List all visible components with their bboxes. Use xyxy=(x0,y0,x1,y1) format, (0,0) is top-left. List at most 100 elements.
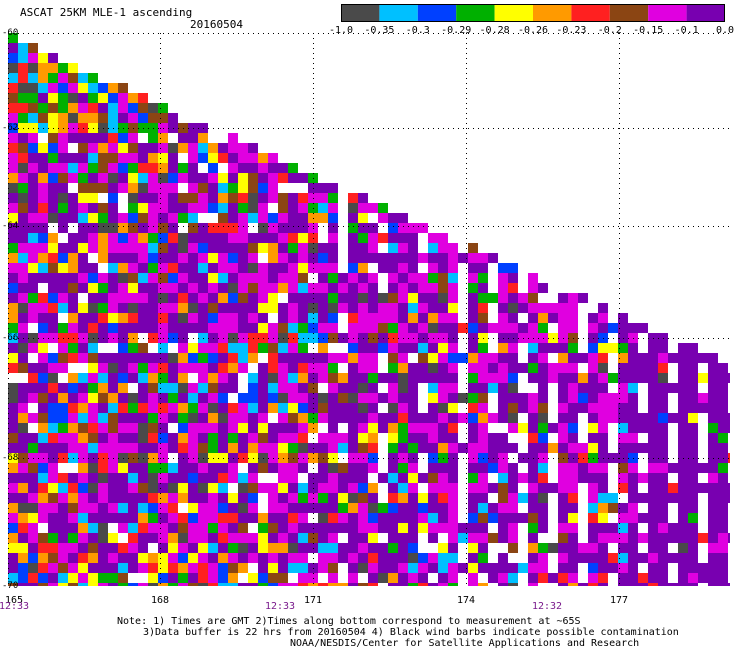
swath-cell xyxy=(168,473,178,483)
swath-cell xyxy=(198,473,208,483)
swath-cell xyxy=(198,493,208,503)
swath-cell xyxy=(458,473,468,483)
swath-cell xyxy=(408,253,418,263)
swath-cell xyxy=(348,463,358,473)
swath-cell xyxy=(598,493,608,503)
swath-cell xyxy=(688,543,698,553)
swath-cell xyxy=(268,293,278,303)
swath-cell xyxy=(348,243,358,253)
swath-cell xyxy=(48,403,58,413)
swath-cell xyxy=(88,313,98,323)
swath-cell xyxy=(198,423,208,433)
swath-cell xyxy=(58,483,68,493)
swath-cell xyxy=(228,423,238,433)
swath-cell xyxy=(358,493,368,503)
swath-cell xyxy=(18,213,28,223)
swath-cell xyxy=(408,383,418,393)
swath-cell xyxy=(78,533,88,543)
swath-cell xyxy=(208,413,218,423)
swath-cell xyxy=(258,513,268,523)
swath-cell xyxy=(58,303,68,313)
swath-cell xyxy=(388,233,398,243)
swath-cell xyxy=(128,403,138,413)
swath-cell xyxy=(468,463,478,473)
swath-cell xyxy=(298,533,308,543)
swath-cell xyxy=(448,493,458,503)
swath-cell xyxy=(548,463,558,473)
swath-cell xyxy=(158,353,168,363)
swath-cell xyxy=(138,513,148,523)
swath-cell xyxy=(68,193,78,203)
swath-cell xyxy=(388,473,398,483)
swath-cell xyxy=(288,343,298,353)
swath-cell xyxy=(678,533,688,543)
swath-cell xyxy=(8,433,18,443)
swath-cell xyxy=(248,513,258,523)
swath-cell xyxy=(668,493,678,503)
swath-cell xyxy=(378,283,388,293)
swath-cell xyxy=(88,373,98,383)
swath-cell xyxy=(188,563,198,573)
swath-cell xyxy=(588,303,598,313)
swath-cell xyxy=(468,293,478,303)
swath-cell xyxy=(538,573,548,583)
swath-cell xyxy=(638,323,648,333)
swath-cell xyxy=(718,383,728,393)
swath-cell xyxy=(108,373,118,383)
swath-cell xyxy=(98,483,108,493)
swath-cell xyxy=(668,363,678,373)
swath-cell xyxy=(48,83,58,93)
swath-cell xyxy=(198,353,208,363)
swath-cell xyxy=(158,523,168,533)
swath-cell xyxy=(548,383,558,393)
swath-cell xyxy=(48,493,58,503)
swath-cell xyxy=(218,373,228,383)
swath-cell xyxy=(218,553,228,563)
swath-cell xyxy=(568,533,578,543)
swath-cell xyxy=(438,233,448,243)
swath-cell xyxy=(18,173,28,183)
swath-cell xyxy=(68,213,78,223)
swath-cell xyxy=(228,393,238,403)
swath-cell xyxy=(478,573,488,583)
swath-cell xyxy=(258,523,268,533)
swath-cell xyxy=(338,223,348,233)
swath-cell xyxy=(378,523,388,533)
swath-cell xyxy=(628,463,638,473)
swath-cell xyxy=(698,433,708,443)
swath-cell xyxy=(158,413,168,423)
swath-cell xyxy=(288,393,298,403)
swath-cell xyxy=(648,343,658,353)
swath-cell xyxy=(38,93,48,103)
swath-cell xyxy=(98,493,108,503)
swath-cell xyxy=(158,553,168,563)
swath-cell xyxy=(418,353,428,363)
swath-cell xyxy=(348,503,358,513)
swath-cell xyxy=(278,563,288,573)
swath-cell xyxy=(268,563,278,573)
swath-cell xyxy=(428,323,438,333)
swath-cell xyxy=(548,483,558,493)
swath-cell xyxy=(198,363,208,373)
swath-cell xyxy=(358,573,368,583)
swath-cell xyxy=(358,363,368,373)
swath-cell xyxy=(658,413,668,423)
swath-cell xyxy=(578,473,588,483)
swath-cell xyxy=(98,253,108,263)
swath-cell xyxy=(418,313,428,323)
swath-cell xyxy=(88,213,98,223)
swath-cell xyxy=(318,533,328,543)
swath-cell xyxy=(18,403,28,413)
swath-cell xyxy=(328,583,338,586)
swath-cell xyxy=(128,203,138,213)
swath-cell xyxy=(208,433,218,443)
swath-cell xyxy=(328,353,338,363)
swath-cell xyxy=(548,313,558,323)
swath-cell xyxy=(448,413,458,423)
swath-cell xyxy=(528,543,538,553)
swath-cell xyxy=(58,163,68,173)
swath-cell xyxy=(18,553,28,563)
swath-cell xyxy=(88,253,98,263)
swath-cell xyxy=(328,203,338,213)
swath-cell xyxy=(318,183,328,193)
